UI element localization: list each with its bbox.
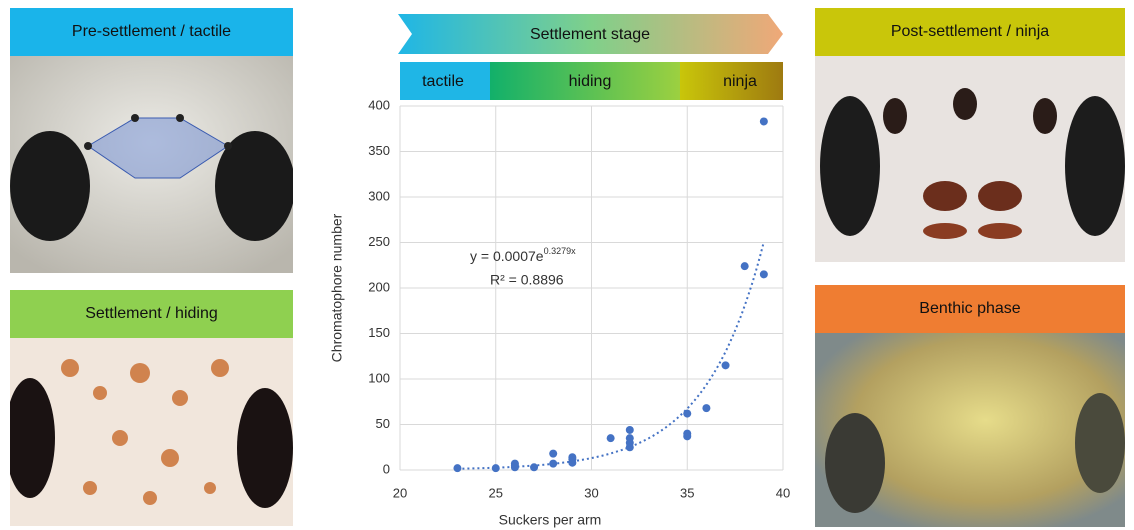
y-tick-label: 300 (368, 188, 390, 203)
y-tick-label: 200 (368, 279, 390, 294)
photo (10, 56, 293, 273)
x-tick-label: 40 (776, 485, 790, 500)
banner-text: Settlement stage (530, 26, 650, 43)
data-point (683, 410, 691, 418)
panel-label: Benthic phase (815, 285, 1125, 333)
data-point (760, 270, 768, 278)
x-axis-label: Suckers per arm (499, 512, 602, 528)
r-squared: R² = 0.8896 (490, 272, 564, 288)
y-tick-label: 150 (368, 325, 390, 340)
panel-benthic: Benthic phase (815, 285, 1125, 527)
y-tick-label: 50 (376, 416, 390, 431)
data-point (453, 464, 461, 472)
data-point (511, 460, 519, 468)
photo (815, 333, 1125, 527)
stage-label: hiding (569, 73, 612, 90)
data-point (607, 434, 615, 442)
equation-base: y = 0.0007e (470, 248, 544, 264)
panel-label: Post-settlement / ninja (815, 8, 1125, 56)
panel-settlement: Settlement / hiding (10, 290, 293, 526)
y-tick-label: 250 (368, 234, 390, 249)
x-tick-label: 20 (393, 485, 407, 500)
data-point (626, 426, 634, 434)
data-point (760, 117, 768, 125)
data-point (492, 464, 500, 472)
y-tick-label: 100 (368, 370, 390, 385)
stage-label: tactile (422, 73, 464, 90)
data-point (702, 404, 710, 412)
figure: Pre-settlement / tactile Settlement / hi… (0, 0, 1134, 530)
x-tick-label: 30 (584, 485, 598, 500)
photo (10, 338, 293, 526)
chart: Settlement stage tactile hiding ninja Su… (300, 0, 810, 530)
panel-label: Pre-settlement / tactile (10, 8, 293, 56)
photo (815, 56, 1125, 262)
data-point (568, 453, 576, 461)
data-point (683, 430, 691, 438)
x-tick-label: 35 (680, 485, 694, 500)
data-point (530, 463, 538, 471)
data-point (722, 361, 730, 369)
y-tick-label: 0 (383, 461, 390, 476)
panel-pre-settlement: Pre-settlement / tactile (10, 8, 293, 273)
data-point (741, 262, 749, 270)
data-point (549, 460, 557, 468)
x-tick-label: 25 (489, 485, 503, 500)
y-axis-label: Chromatophore number (329, 213, 345, 362)
panel-post-settlement: Post-settlement / ninja (815, 8, 1125, 262)
data-point (626, 434, 634, 442)
stage-label: ninja (723, 73, 757, 90)
equation-exponent: 0.3279x (544, 246, 577, 256)
y-tick-label: 350 (368, 143, 390, 158)
panel-label: Settlement / hiding (10, 290, 293, 338)
y-tick-label: 400 (368, 97, 390, 112)
data-point (549, 450, 557, 458)
